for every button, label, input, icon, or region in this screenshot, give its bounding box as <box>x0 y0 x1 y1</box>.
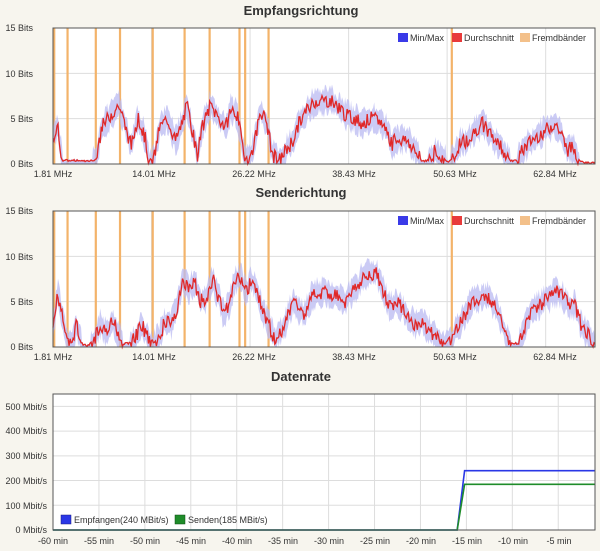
x-tick-label: -20 min <box>406 536 436 546</box>
foreign-band-marker <box>238 28 241 164</box>
legend-swatch-average <box>452 216 462 225</box>
foreign-band-marker <box>450 211 453 347</box>
legend-label: Min/Max <box>410 216 445 226</box>
grid <box>53 394 595 530</box>
x-tick-label: 62.84 MHz <box>533 352 577 362</box>
foreign-band-marker <box>53 28 56 164</box>
average-line <box>52 93 596 167</box>
foreign-band-marker <box>183 28 186 164</box>
plot-border <box>52 210 596 348</box>
x-tick-label: -10 min <box>498 536 528 546</box>
legend-label: Fremdbänder <box>532 33 586 43</box>
foreign-band-marker <box>208 211 211 347</box>
legend-swatch-foreign <box>520 216 530 225</box>
legend: Empfangen(240 MBit/s) Senden(185 MBit/s) <box>60 514 268 525</box>
x-tick-label: 14.01 MHz <box>132 352 176 362</box>
legend-swatch-empfangen <box>60 514 72 525</box>
legend-swatch-foreign <box>520 33 530 42</box>
y-tick-label: 0 Bits <box>10 342 33 352</box>
legend-label: Durchschnitt <box>464 33 515 43</box>
x-axis: 1.81 MHz 14.01 MHz 26.22 MHz 38.43 MHz 5… <box>34 352 578 362</box>
legend-label: Empfangen(240 MBit/s) <box>74 515 169 525</box>
foreign-band-marker <box>94 211 97 347</box>
legend: Min/Max Durchschnitt Fremdbänder <box>398 216 586 226</box>
y-tick-label: 400 Mbit/s <box>5 426 47 436</box>
chart-title: Empfangsrichtung <box>244 3 359 18</box>
foreign-band-marker <box>66 28 69 164</box>
y-tick-label: 15 Bits <box>5 23 33 33</box>
y-tick-label: 200 Mbit/s <box>5 476 47 486</box>
plot-border <box>52 27 596 165</box>
x-tick-label: -5 min <box>546 536 571 546</box>
y-tick-label: 300 Mbit/s <box>5 451 47 461</box>
x-tick-label: 26.22 MHz <box>232 169 276 179</box>
legend-label: Fremdbänder <box>532 216 586 226</box>
x-tick-label: 26.22 MHz <box>232 352 276 362</box>
x-tick-label: -50 min <box>130 536 160 546</box>
legend-swatch-minmax <box>398 216 408 225</box>
foreign-band-marker <box>53 211 56 347</box>
plot-border <box>52 393 596 531</box>
y-axis: 0 Mbit/s 100 Mbit/s 200 Mbit/s 300 Mbit/… <box>5 402 47 535</box>
y-tick-label: 15 Bits <box>5 206 33 216</box>
foreign-band-marker <box>66 211 69 347</box>
average-line <box>52 267 596 350</box>
x-tick-label: -30 min <box>314 536 344 546</box>
legend: Min/Max Durchschnitt Fremdbänder <box>398 33 586 43</box>
legend-label: Durchschnitt <box>464 216 515 226</box>
x-tick-label: -60 min <box>38 536 68 546</box>
x-tick-label: -35 min <box>268 536 298 546</box>
x-tick-label: -15 min <box>452 536 482 546</box>
y-axis: 0 Bits 5 Bits 10 Bits 15 Bits <box>5 23 33 169</box>
legend-label: Min/Max <box>410 33 445 43</box>
legend-label: Senden(185 MBit/s) <box>188 515 268 525</box>
foreign-band-marker <box>94 28 97 164</box>
x-axis: -60 min -55 min -50 min -45 min -40 min … <box>38 536 572 546</box>
y-tick-label: 5 Bits <box>10 297 33 307</box>
x-tick-label: 38.43 MHz <box>332 352 376 362</box>
x-tick-label: -40 min <box>222 536 252 546</box>
foreign-band-marker <box>151 28 154 164</box>
x-tick-label: 50.63 MHz <box>433 352 477 362</box>
x-tick-label: 1.81 MHz <box>34 169 73 179</box>
chart-datenrate: Datenrate 0 Mbit/s 100 Mbit/s 200 Mbit/s… <box>5 369 596 546</box>
x-tick-label: -25 min <box>360 536 390 546</box>
y-tick-label: 0 Bits <box>10 159 33 169</box>
x-tick-label: 62.84 MHz <box>533 169 577 179</box>
legend-swatch-minmax <box>398 33 408 42</box>
x-tick-label: 14.01 MHz <box>132 169 176 179</box>
foreign-band-marker <box>118 211 122 347</box>
y-tick-label: 0 Mbit/s <box>15 525 47 535</box>
x-tick-label: 1.81 MHz <box>34 352 73 362</box>
legend-swatch-senden <box>174 514 186 525</box>
foreign-band-marker <box>267 28 270 164</box>
x-tick-label: -45 min <box>176 536 206 546</box>
x-tick-label: -55 min <box>84 536 114 546</box>
chart-title: Datenrate <box>271 369 331 384</box>
y-tick-label: 100 Mbit/s <box>5 501 47 511</box>
foreign-band-marker <box>450 28 453 164</box>
y-tick-label: 10 Bits <box>5 69 33 79</box>
chart-title: Senderichtung <box>255 185 346 200</box>
y-axis: 0 Bits 5 Bits 10 Bits 15 Bits <box>5 206 33 352</box>
y-tick-label: 500 Mbit/s <box>5 402 47 412</box>
foreign-band-marker <box>244 28 247 164</box>
x-axis: 1.81 MHz 14.01 MHz 26.22 MHz 38.43 MHz 5… <box>34 169 578 179</box>
plot-area <box>53 394 595 530</box>
legend-swatch-average <box>452 33 462 42</box>
y-tick-label: 5 Bits <box>10 114 33 124</box>
foreign-band-marker <box>267 211 270 347</box>
foreign-band-marker <box>118 28 122 164</box>
x-tick-label: 38.43 MHz <box>332 169 376 179</box>
chart-empfangsrichtung: Empfangsrichtung 0 Bits 5 Bits 10 Bits 1… <box>5 3 596 179</box>
chart-senderichtung: Senderichtung 0 Bits 5 Bits 10 Bits 15 B… <box>5 185 596 362</box>
x-tick-label: 50.63 MHz <box>433 169 477 179</box>
y-tick-label: 10 Bits <box>5 252 33 262</box>
foreign-band-marker <box>151 211 154 347</box>
